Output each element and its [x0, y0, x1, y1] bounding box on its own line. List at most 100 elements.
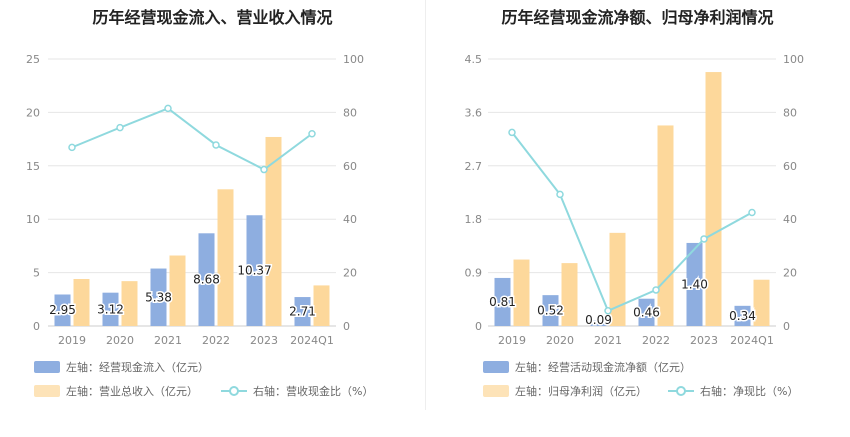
bar-primary [542, 295, 559, 326]
chart-right: 0 0 0.9 20 1.8 40 2.7 60 3.6 80 4.5 100 2019 0.81 2020… [465, 53, 805, 347]
x-axis-tick-label: 2023 [690, 334, 718, 347]
bar-value-label: 2.95 [49, 303, 76, 317]
left-axis-tick-label: 3.6 [465, 106, 483, 119]
bar-primary [686, 242, 703, 326]
bar-value-label: 0.09 [585, 313, 612, 327]
bar-value-label: 8.68 [193, 273, 220, 287]
bar-value-label: 0.34 [729, 309, 756, 323]
bar-value-label: 0.52 [537, 304, 564, 318]
right-axis-tick-label: 60 [343, 160, 357, 173]
ratio-line [71, 107, 313, 171]
ratio-point [68, 143, 76, 152]
legend-item-net-cash-ratio[interactable]: 右轴：净现比（%） [668, 383, 798, 399]
bar-primary [294, 297, 311, 326]
ratio-line [511, 131, 753, 313]
bar-primary [734, 305, 751, 326]
x-axis-tick-label: 2020 [106, 334, 134, 347]
chart-title-right: 历年经营现金流净额、归母净利润情况 [501, 8, 774, 27]
bar-secondary [121, 281, 138, 326]
legend-item-cash-inflow[interactable]: 左轴：经营现金流入（亿元） [34, 359, 209, 375]
bar-primary [246, 215, 263, 326]
legend-label: 左轴：经营活动现金流净额（亿元） [515, 361, 691, 374]
bar-value-label: 0.46 [633, 305, 660, 319]
ratio-point [604, 307, 612, 315]
legend-label: 左轴：归母净利润（亿元） [515, 385, 647, 398]
bar-primary [150, 268, 167, 326]
x-axis-tick-label: 2023 [250, 334, 278, 347]
right-axis-tick-label: 40 [343, 213, 357, 226]
legend-swatch-bar [34, 361, 60, 373]
ratio-point [748, 208, 756, 217]
bar-secondary [217, 189, 234, 326]
ratio-point [308, 130, 316, 138]
x-axis-tick-label: 2021 [154, 334, 182, 347]
bar-secondary [513, 259, 530, 326]
left-axis-tick-label: 10 [26, 213, 40, 226]
x-axis-tick-label: 2024Q1 [730, 334, 774, 347]
legend-item-revenue-cash-ratio[interactable]: 右轴：营收现金比（%） [221, 383, 373, 399]
bar-primary [494, 277, 511, 326]
bar-secondary [265, 136, 282, 326]
bar-value-label: 1.40 [681, 277, 708, 291]
x-axis-tick-label: 2022 [642, 334, 670, 347]
bar-value-label: 0.81 [489, 295, 516, 309]
bar-value-label: 10.37 [237, 264, 271, 278]
right-axis-tick-label: 40 [783, 213, 797, 226]
right-axis-tick-label: 80 [783, 106, 797, 119]
right-axis-tick-label: 60 [783, 160, 797, 173]
legend-item-net-cash-flow[interactable]: 左轴：经营活动现金流净额（亿元） [483, 359, 691, 375]
x-axis-tick-label: 2019 [58, 334, 86, 347]
ratio-point [260, 165, 268, 174]
chart-left: 0 0 5 20 10 40 15 60 20 80 25 100 2019 2.95 2020 3.12 20… [26, 53, 364, 347]
bar-secondary [313, 285, 330, 326]
left-axis-tick-label: 1.8 [465, 213, 483, 226]
bar-value-label: 2.71 [289, 305, 316, 319]
panel-divider [425, 0, 426, 410]
right-axis-tick-label: 100 [783, 53, 804, 66]
bar-secondary [657, 125, 674, 326]
legend-item-net-profit[interactable]: 左轴：归母净利润（亿元） [483, 383, 647, 399]
bar-secondary [705, 72, 722, 326]
bar-secondary [561, 263, 578, 326]
right-axis-tick-label: 80 [343, 106, 357, 119]
legend-swatch-line [668, 385, 694, 397]
left-axis-tick-label: 0.9 [465, 267, 483, 280]
bar-primary [54, 294, 71, 326]
legend-swatch-bar [483, 361, 509, 373]
x-axis-tick-label: 2021 [594, 334, 622, 347]
ratio-point [556, 190, 564, 199]
bar-secondary [73, 279, 90, 326]
ratio-point [652, 286, 660, 294]
left-axis-tick-label: 4.5 [465, 53, 483, 66]
bar-primary [638, 298, 655, 326]
x-axis-tick-label: 2024Q1 [290, 334, 334, 347]
chart-title-left: 历年经营现金流入、营业收入情况 [92, 8, 333, 27]
ratio-point [164, 104, 172, 113]
right-axis-tick-label: 0 [783, 320, 790, 333]
bar-primary [198, 233, 215, 326]
legend-label: 右轴：净现比（%） [700, 385, 799, 398]
bar-value-label: 3.12 [97, 302, 124, 316]
left-axis-tick-label: 15 [26, 160, 40, 173]
x-axis-tick-label: 2019 [498, 334, 526, 347]
x-axis-tick-label: 2020 [546, 334, 574, 347]
legend-swatch-bar [483, 385, 509, 397]
ratio-point [700, 235, 708, 243]
right-axis-tick-label: 20 [783, 267, 797, 280]
legend-item-revenue[interactable]: 左轴：营业总收入（亿元） [34, 383, 198, 399]
left-axis-tick-label: 0 [475, 320, 482, 333]
right-axis-tick-label: 20 [343, 267, 357, 280]
legend-swatch-line [221, 385, 247, 397]
bar-primary [590, 320, 607, 326]
legend-label: 右轴：营收现金比（%） [253, 385, 374, 398]
left-axis-tick-label: 0 [33, 320, 40, 333]
ratio-point [212, 141, 220, 149]
bar-secondary [609, 232, 626, 326]
legend-label: 左轴：营业总收入（亿元） [66, 385, 198, 398]
legend-label: 左轴：经营现金流入（亿元） [66, 361, 209, 374]
x-axis-tick-label: 2022 [202, 334, 230, 347]
left-axis-tick-label: 25 [26, 53, 40, 66]
ratio-point [508, 128, 516, 137]
right-axis-tick-label: 0 [343, 320, 350, 333]
